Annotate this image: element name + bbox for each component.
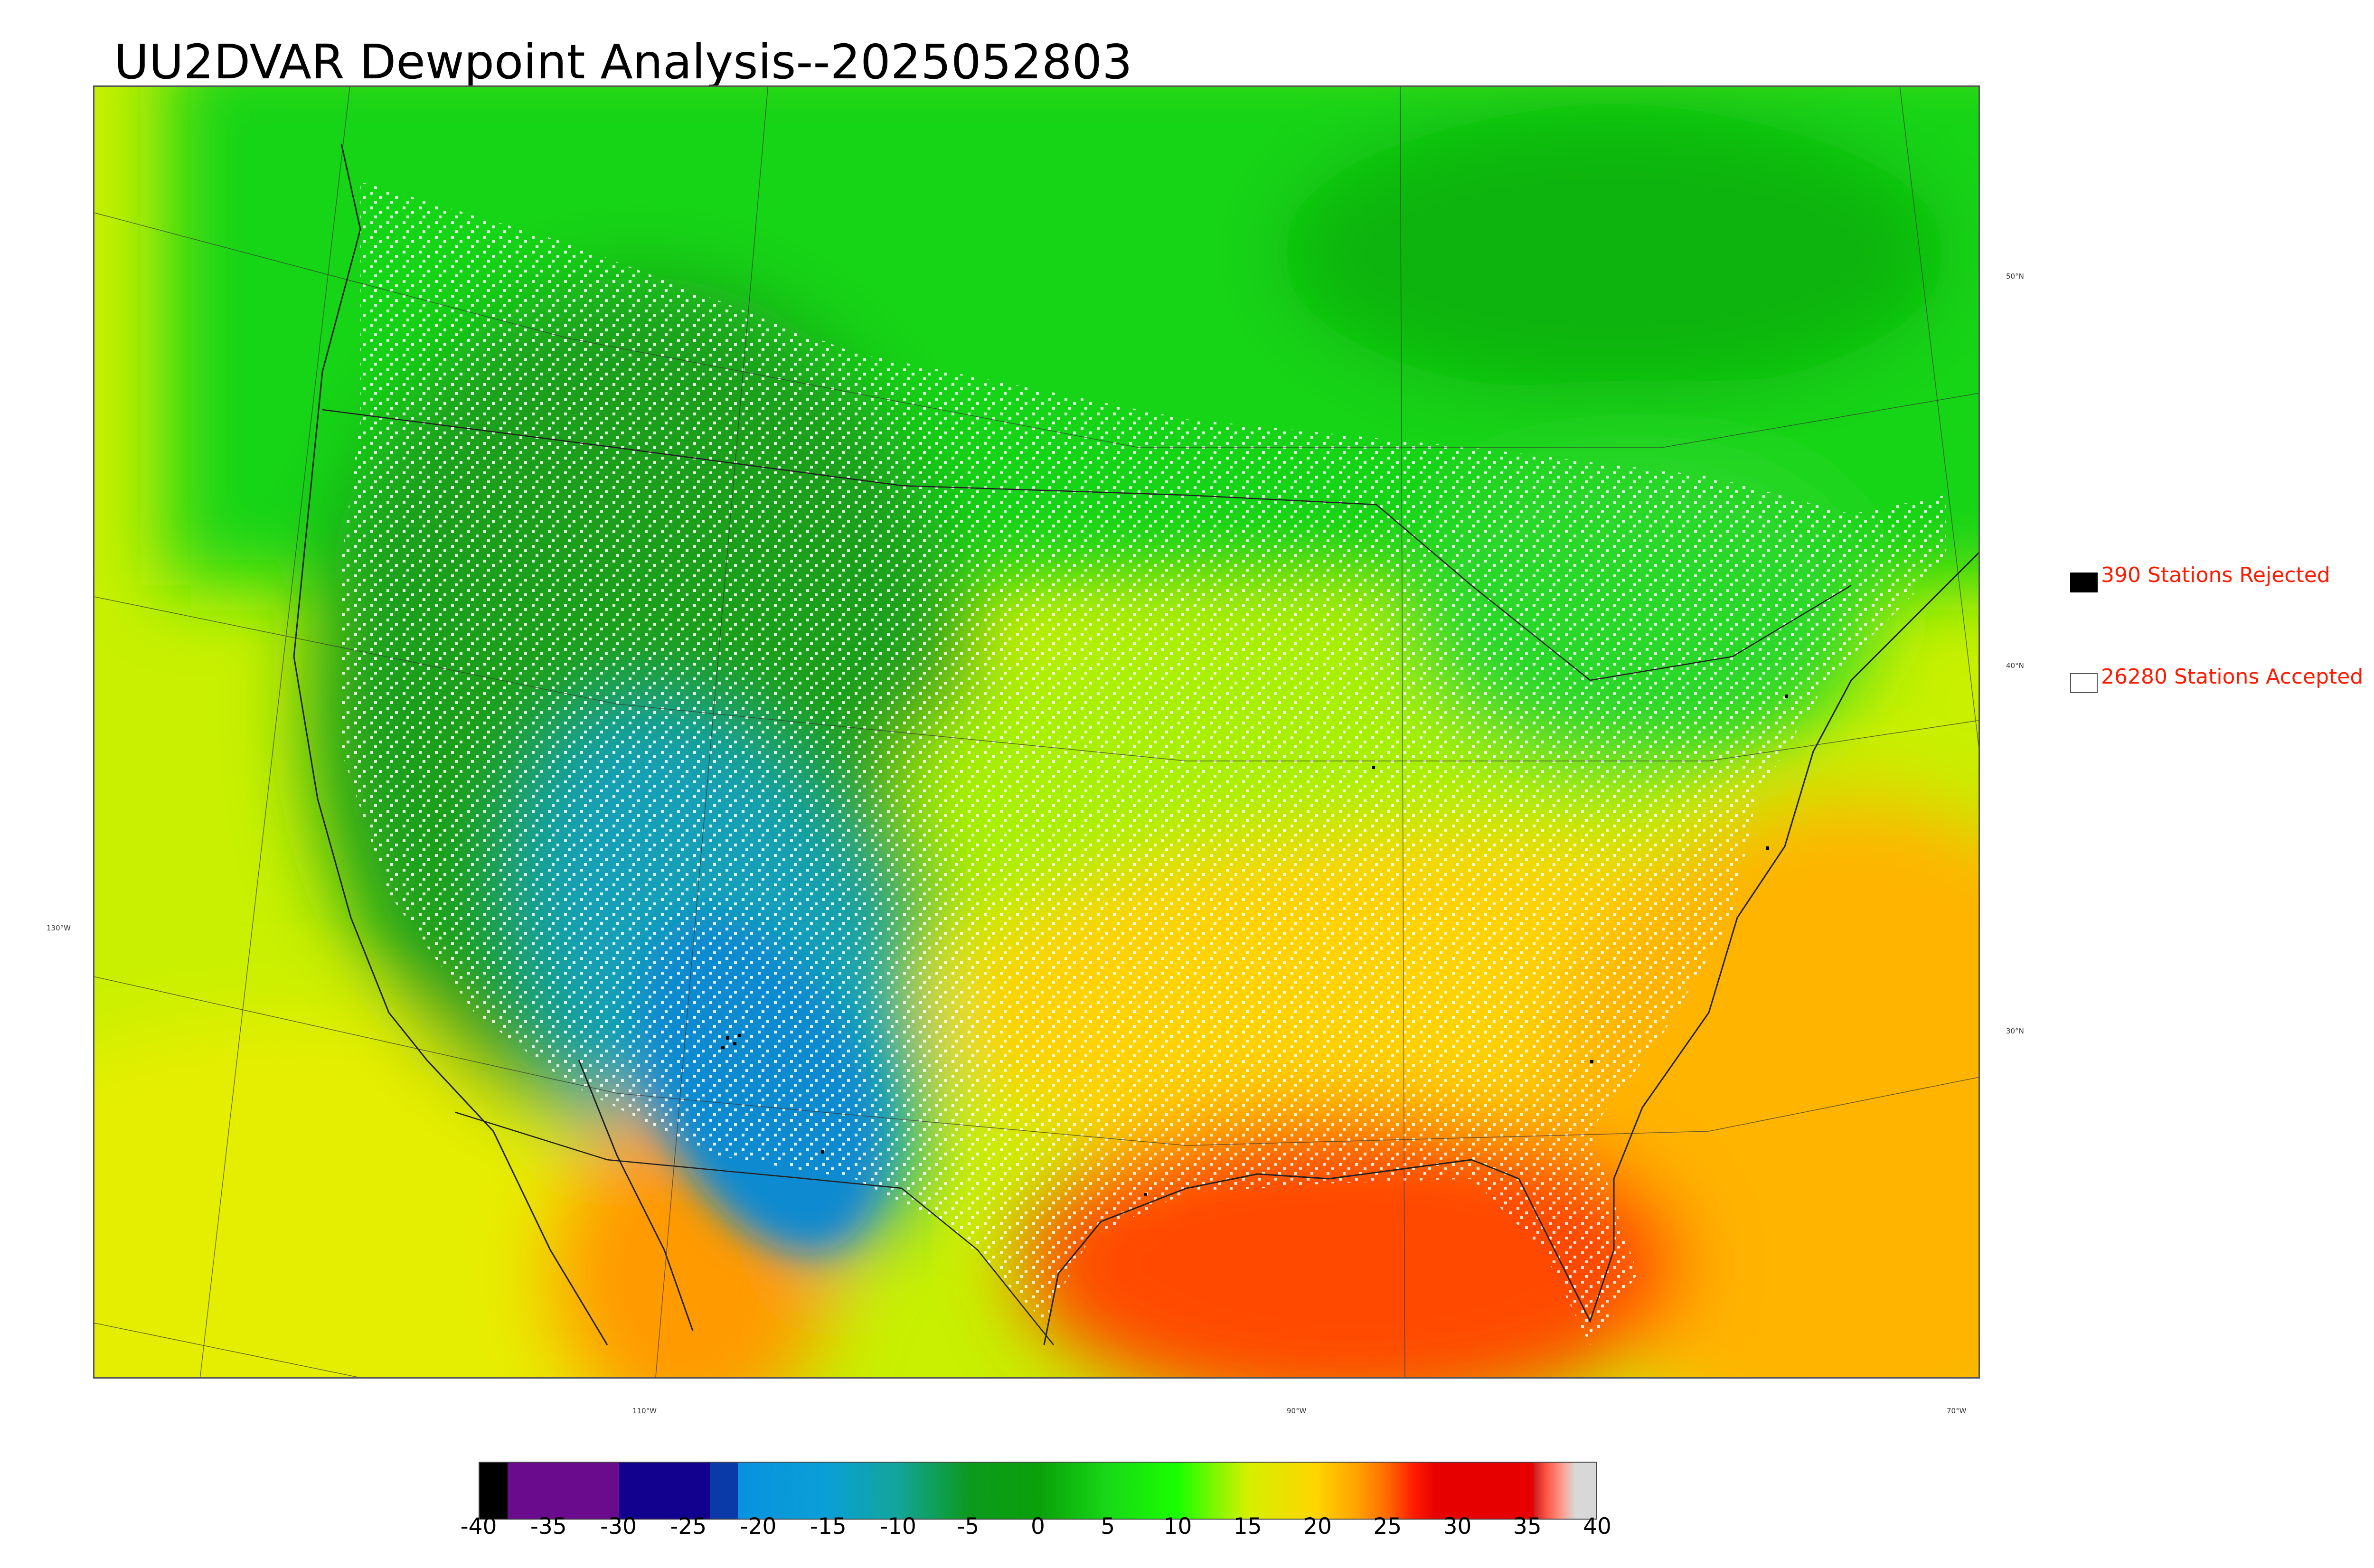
colorbar-tick-label: 30 — [1443, 1513, 1472, 1540]
station-markers — [341, 182, 1946, 1345]
lon-label-110w: 110°W — [632, 1407, 657, 1415]
lon-label-70w: 70°W — [1947, 1407, 1967, 1415]
colorbar-tick-label: 10 — [1163, 1513, 1192, 1540]
colorbar-tick-label: 35 — [1513, 1513, 1542, 1540]
rejected-label: 390 Stations Rejected — [2101, 563, 2330, 587]
colorbar-tick-label: -15 — [810, 1513, 847, 1540]
colorbar-tick-label: 40 — [1583, 1513, 1611, 1540]
accepted-swatch — [2070, 673, 2098, 693]
colorbar-tick-label: 20 — [1303, 1513, 1332, 1540]
colorbar-tick-label: -20 — [740, 1513, 777, 1540]
accepted-label: 26280 Stations Accepted — [2101, 665, 2364, 689]
colorbar-tick-label: -25 — [670, 1513, 707, 1540]
lat-label-40n: 40°N — [2006, 661, 2024, 670]
colorbar-tick-label: 5 — [1101, 1513, 1115, 1540]
lat-label-30n: 30°N — [2006, 1027, 2024, 1035]
dewpoint-field — [94, 87, 1978, 1377]
colorbar-tick-label: -30 — [600, 1513, 637, 1540]
lon-label-90w: 90°W — [1287, 1407, 1307, 1415]
colorbar-tick-label: 25 — [1373, 1513, 1402, 1540]
rejected-swatch — [2070, 573, 2098, 592]
colorbar-tick-label: -10 — [880, 1513, 916, 1540]
dewpoint-map[interactable] — [93, 85, 1980, 1379]
map-title: UU2DVAR Dewpoint Analysis--2025052803 — [114, 34, 1132, 90]
colorbar-tick-label: -5 — [957, 1513, 980, 1540]
colorbar-tick-label: 0 — [1031, 1513, 1045, 1540]
colorbar-tick-label: -40 — [460, 1513, 497, 1540]
colorbar-tick-label: -35 — [530, 1513, 567, 1540]
dewpoint-colorbar — [479, 1462, 1597, 1520]
lat-label-50n: 50°N — [2006, 272, 2024, 281]
lon-label-130w: 130°W — [47, 924, 71, 932]
colorbar-tick-label: 15 — [1233, 1513, 1262, 1540]
graticule-lines — [94, 87, 1978, 1377]
